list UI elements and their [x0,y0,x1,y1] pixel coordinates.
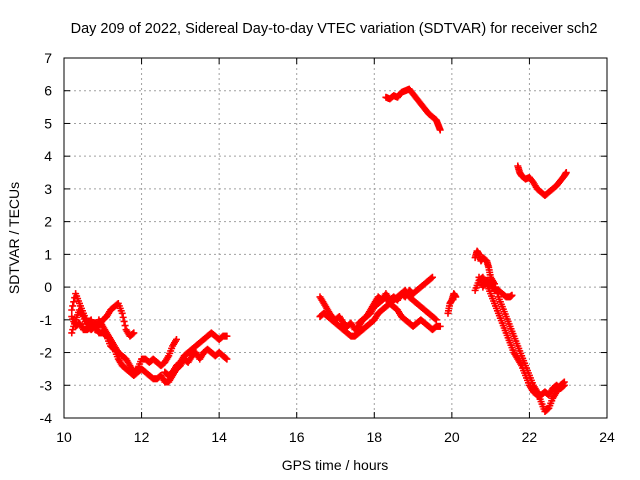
series-arc-l [475,273,516,301]
data-point [68,329,76,337]
y-tick-label: 7 [44,50,52,66]
series-arc-f [316,286,440,340]
y-tick-label: -1 [40,312,53,328]
data-point [172,335,180,343]
y-tick-label: 0 [44,279,52,295]
data-point [562,169,570,177]
x-tick-label: 14 [211,429,227,445]
series-arc-h [444,290,460,317]
data-point [223,355,231,363]
y-tick-label: -4 [40,410,53,426]
y-tick-label: 4 [44,148,52,164]
x-tick-label: 22 [522,429,538,445]
x-tick-label: 24 [599,429,615,445]
series-arc-g [355,273,436,327]
y-tick-label: -2 [40,345,53,361]
data-point [428,273,436,281]
data-point [223,332,231,340]
data-point [121,322,129,330]
data-point [70,298,78,306]
y-tick-label: 2 [44,214,52,230]
data-point [508,291,516,299]
x-tick-label: 10 [56,429,72,445]
data-point [436,126,444,134]
chart-title: Day 209 of 2022, Sidereal Day-to-day VTE… [71,21,598,37]
y-tick-label: 5 [44,115,52,131]
series-arc-i [382,85,444,134]
series-arc-b [68,306,231,386]
data-series [68,85,570,415]
x-tick-label: 18 [366,429,382,445]
x-axis-label: GPS time / hours [282,457,389,473]
y-tick-label: -3 [40,377,53,393]
data-point [118,309,126,317]
data-point [120,317,128,325]
x-tick-label: 12 [134,429,150,445]
data-point [119,313,127,321]
data-point [432,316,440,324]
data-point [68,306,76,314]
data-point [427,274,435,282]
data-point [129,330,137,338]
series-arc-m [514,162,570,199]
x-tick-label: 16 [289,429,305,445]
series-arc-k [471,273,568,399]
y-tick-label: 6 [44,83,52,99]
data-point [559,382,567,390]
y-tick-label: 3 [44,181,52,197]
plot-frame [63,57,608,419]
grid [64,58,607,418]
series-arc-c [68,299,138,340]
data-point [431,315,439,323]
data-point [436,322,444,330]
series-arc-d [161,329,231,379]
data-point [69,302,77,310]
data-point [222,354,230,362]
y-tick-label: 1 [44,246,52,262]
data-point [130,329,138,337]
data-point [560,381,568,389]
y-axis-label: SDTVAR / TECUs [6,182,22,294]
x-tick-label: 20 [444,429,460,445]
data-point [452,293,460,301]
